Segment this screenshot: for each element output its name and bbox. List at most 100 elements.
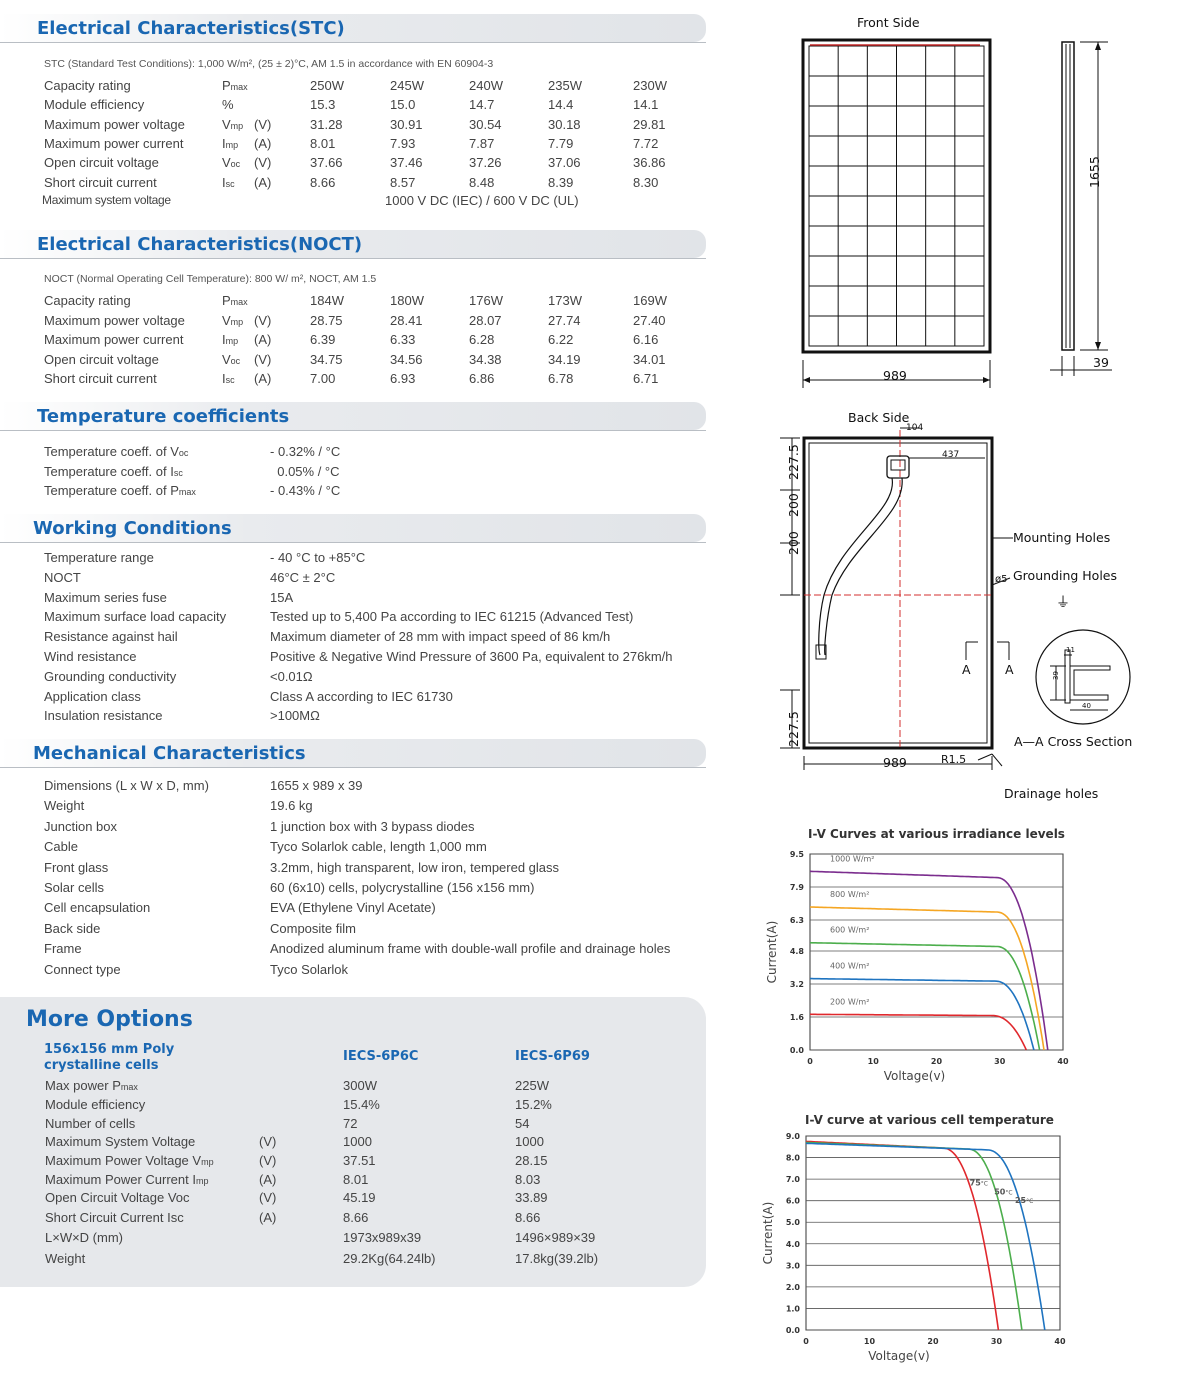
model-1-heading: IECS-6P6C (343, 1049, 419, 1064)
more-value-1: 72 (343, 1116, 358, 1131)
stc-value: 245W (390, 78, 424, 93)
more-value-2: 8.03 (515, 1172, 541, 1187)
cs-dim-40: 40 (1082, 702, 1091, 710)
mech-label: Dimensions (L x W x D, mm) (44, 778, 209, 793)
chart1-title: I-V Curves at various irradiance levels (808, 827, 1065, 841)
mech-label: Back side (44, 920, 101, 936)
divider (0, 258, 706, 259)
more-row: Max power Pmax 300W 225W (45, 1078, 645, 1096)
series-name: 25 (1015, 1196, 1027, 1205)
divider (0, 42, 706, 43)
model-2-heading: IECS-6P69 (515, 1049, 590, 1064)
mech-row: Connect type Tyco Solarlok (44, 962, 704, 980)
mech-row: Solar cells 60 (6x10) cells, polycrystall… (44, 880, 704, 898)
y-tick-label: 1.6 (790, 1013, 805, 1022)
more-label-text: Number of cells (45, 1116, 136, 1131)
y-tick-label: 3.0 (786, 1261, 801, 1270)
noct-value: 169W (633, 293, 667, 308)
noct-label: Open circuit voltage (44, 351, 159, 367)
temp-row: Temperature coeff. of Voc - 0.32% / °C (44, 444, 444, 462)
stc-value: 37.66 (310, 155, 343, 171)
symbol-sub: sc (225, 178, 235, 189)
more-label: Maximum Power Voltage Vmp (45, 1153, 214, 1168)
symbol-sub: sc (225, 375, 235, 386)
working-value: - 40 °C to +85°C (270, 550, 366, 565)
temp-label-sub: max (178, 487, 196, 498)
mech-label: Connect type (44, 961, 121, 977)
more-value-2: 225W (515, 1078, 549, 1093)
noct-label: Maximum power voltage (44, 312, 185, 328)
x-axis-label: Voltage(v) (884, 1069, 945, 1083)
stc-value: 36.86 (633, 155, 666, 171)
working-label: Maximum surface load capacity (44, 609, 227, 625)
series-label: 1000 W/m² (830, 854, 875, 863)
mounting-holes-label: Mounting Holes (1013, 530, 1111, 545)
working-value: Class A according to IEC 61730 (270, 688, 453, 704)
working-value: >100MΩ (270, 708, 320, 724)
temp-label-text: Temperature coeff. of I (44, 463, 174, 479)
stc-symbol: Isc (222, 175, 235, 190)
stc-value: 7.93 (390, 135, 416, 151)
symbol-letter: V (222, 116, 231, 132)
stc-value: 31.28 (310, 116, 343, 132)
stc-symbol: % (222, 97, 234, 112)
more-row: Module efficiency 15.4% 15.2% (45, 1097, 645, 1115)
mech-value: 1655 x 989 x 39 (270, 778, 363, 793)
stc-value: 230W (633, 78, 667, 93)
y-axis-label: Current(A) (765, 921, 779, 984)
symbol-sub: mp (225, 139, 239, 150)
noct-value: 7.00 (310, 371, 336, 387)
stc-value: 37.46 (390, 155, 423, 171)
more-label-sub: max (120, 1082, 138, 1092)
temp-label: Temperature coeff. of Pmax (44, 483, 196, 498)
section-a-right: A (1005, 662, 1014, 677)
x-tick-label: 20 (931, 1057, 943, 1066)
temp-value: 0.05% / °C (270, 463, 340, 479)
more-value-1: 8.01 (343, 1172, 369, 1187)
working-label: Wind resistance (44, 649, 137, 664)
more-value-2: 1000 (515, 1134, 544, 1149)
stc-row: Maximum power voltage Vmp (V) 31.28 30.91 30.… (44, 117, 704, 135)
divider (0, 767, 706, 768)
stc-value: 37.06 (548, 155, 581, 171)
stc-value: 8.66 (310, 174, 336, 190)
working-value: <0.01Ω (270, 668, 313, 684)
more-label-text: Maximum Power Current I (45, 1172, 196, 1187)
stc-symbol: Vmp (222, 117, 243, 132)
front-width-label: 989 (883, 368, 907, 383)
dim-200-b: 200 (786, 531, 801, 555)
cross-section-circle (1035, 629, 1131, 725)
series-name: 75 (970, 1178, 982, 1187)
working-row: Wind resistance Positive & Negative Wind … (44, 649, 704, 667)
symbol-letter: I (222, 135, 226, 151)
working-value: Tested up to 5,400 Pa according to IEC 6… (270, 609, 634, 625)
stc-symbol: Voc (222, 155, 240, 170)
symbol-letter: V (222, 155, 231, 171)
stc-label: Maximum power current (44, 135, 184, 151)
series-label: 600 W/m² (830, 926, 869, 935)
mech-row: Weight 19.6 kg (44, 798, 704, 816)
more-value-1: 1973x989x39 (343, 1230, 422, 1245)
more-row: Number of cells 72 54 (45, 1116, 645, 1134)
stc-label: Capacity rating (44, 78, 131, 93)
series-label: 200 W/m² (830, 997, 869, 1006)
max-system-voltage-value: 1000 V DC (IEC) / 600 V DC (UL) (385, 193, 579, 208)
working-label: Resistance against hail (44, 629, 178, 645)
stc-header-bar (0, 14, 706, 42)
more-value-2: 17.8kg(39.2lb) (515, 1251, 599, 1266)
noct-value: 6.78 (548, 371, 574, 387)
series-line (805, 1142, 1046, 1331)
symbol-letter: P (222, 293, 231, 308)
more-label: Module efficiency (45, 1097, 145, 1112)
noct-header-bar (0, 230, 706, 258)
more-value-1: 29.2Kg(64.24lb) (343, 1251, 436, 1266)
temp-label: Temperature coeff. of Isc (44, 464, 183, 479)
stc-row: Module efficiency% 15.3 15.0 14.7 14.4 14.1 (44, 97, 704, 115)
y-tick-label: 6.0 (786, 1197, 801, 1206)
noct-symbol: Isc (222, 371, 235, 386)
noct-row: Maximum power voltage Vmp (V) 28.75 28.41 28.… (44, 313, 704, 331)
x-tick-label: 40 (1057, 1057, 1069, 1066)
stc-row: Maximum power current Imp (A) 8.01 7.93 7.87 7… (44, 136, 704, 154)
stc-value: 250W (310, 78, 344, 93)
noct-value: 6.39 (310, 332, 336, 348)
